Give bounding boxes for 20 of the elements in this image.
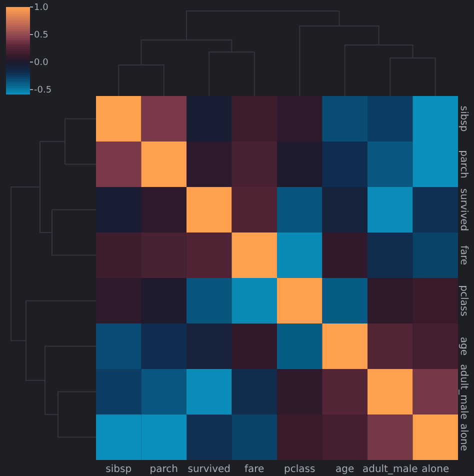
y-tick-label: parch (458, 150, 469, 178)
color-bar-label: -0.5 (34, 86, 52, 96)
x-tick-label: fare (244, 464, 264, 475)
color-bar-label: 0.5 (34, 30, 48, 41)
x-tick-label: sibsp (106, 464, 132, 475)
y-tick-label: age (458, 336, 469, 356)
y-tick-label: survived (458, 188, 469, 232)
x-tick-label: alone (422, 464, 450, 475)
x-tick-label: survived (188, 464, 231, 475)
y-tick-label: pclass (458, 285, 469, 316)
color-bar-label: 1.0 (34, 3, 49, 14)
y-tick-label: alone (458, 423, 469, 452)
x-tick-label: parch (150, 464, 178, 475)
y-tick-label: sibsp (458, 106, 469, 132)
x-tick-label: pclass (284, 464, 316, 475)
color-bar-label: 0.0 (34, 58, 49, 68)
y-tick-label: adult_male (458, 364, 469, 420)
x-tick-label: age (336, 464, 354, 475)
y-tick-label: fare (458, 245, 469, 266)
x-tick-label: adult_male (362, 464, 418, 475)
